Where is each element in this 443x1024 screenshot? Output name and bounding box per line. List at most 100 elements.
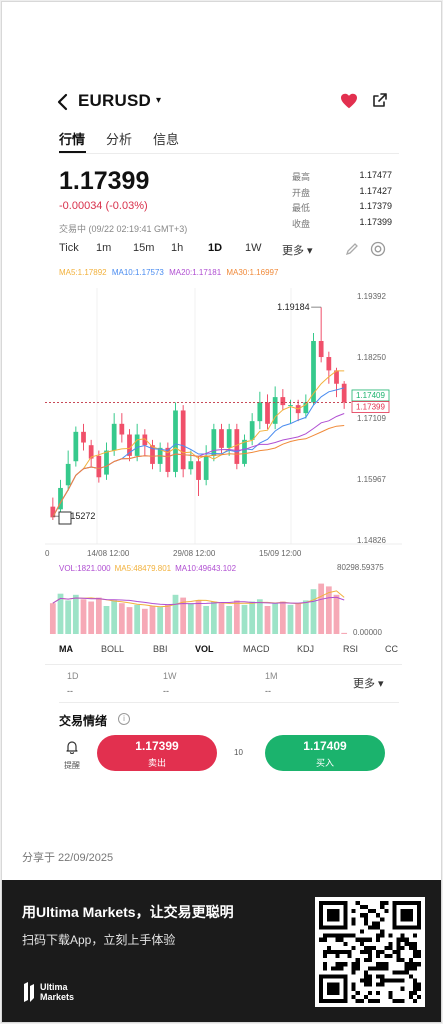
qr-module bbox=[380, 917, 385, 922]
qr-module bbox=[380, 974, 385, 979]
candle-body bbox=[73, 431, 79, 462]
qr-module bbox=[400, 937, 405, 942]
volume-bar bbox=[203, 606, 210, 634]
symbol-name[interactable]: EURUSD bbox=[78, 91, 151, 110]
qr-module bbox=[363, 974, 368, 979]
x-tick-label: 15/09 12:00 bbox=[259, 549, 302, 558]
indicator-bbi[interactable]: BBI bbox=[153, 644, 168, 654]
qr-module bbox=[335, 917, 340, 922]
qr-module bbox=[392, 913, 397, 918]
ma-legend: MA5:1.17892 MA10:1.17573 MA20:1.17181 MA… bbox=[59, 268, 281, 277]
pencil-icon[interactable] bbox=[345, 242, 359, 256]
qr-module bbox=[331, 974, 336, 979]
period-1d[interactable]: 1D bbox=[208, 242, 223, 254]
tab-quote[interactable]: 行情 bbox=[59, 132, 86, 147]
period-tick[interactable]: Tick bbox=[59, 242, 79, 254]
qr-module bbox=[323, 949, 328, 955]
heart-icon[interactable] bbox=[340, 93, 358, 109]
tabs-divider bbox=[59, 153, 399, 154]
candle-body bbox=[127, 434, 132, 456]
gear-icon[interactable] bbox=[369, 240, 387, 258]
qr-module bbox=[400, 925, 405, 930]
qr-module bbox=[416, 921, 421, 926]
qr-module bbox=[319, 925, 324, 930]
sell-button[interactable]: 1.17399 卖出 bbox=[97, 735, 217, 771]
period-15m[interactable]: 15m bbox=[133, 242, 155, 254]
candle-body bbox=[50, 506, 56, 518]
back-arrow-icon[interactable] bbox=[56, 90, 72, 114]
qr-module bbox=[404, 937, 409, 942]
qr-module bbox=[323, 933, 328, 938]
qr-module bbox=[331, 966, 336, 971]
volume-bar bbox=[218, 603, 225, 634]
candle-body bbox=[318, 340, 324, 358]
alert-button[interactable]: 提醒 bbox=[60, 739, 84, 771]
qr-module bbox=[388, 954, 393, 959]
indicator-vol[interactable]: VOL bbox=[195, 644, 214, 654]
qr-module bbox=[392, 949, 397, 955]
symbol-dropdown-caret[interactable]: ▾ bbox=[156, 95, 162, 106]
period-1m[interactable]: 1m bbox=[96, 242, 112, 254]
qr-module bbox=[412, 986, 417, 991]
qr-module bbox=[400, 970, 405, 975]
qr-module bbox=[396, 937, 401, 942]
period-more[interactable]: 更多 ▾ bbox=[282, 245, 313, 257]
qr-module bbox=[351, 962, 356, 967]
qr-module bbox=[400, 945, 405, 950]
qr-module bbox=[367, 925, 373, 930]
qr-module bbox=[408, 913, 413, 918]
qr-module bbox=[335, 901, 340, 906]
indicator-macd[interactable]: MACD bbox=[243, 644, 270, 654]
indicator-ma[interactable]: MA bbox=[59, 644, 73, 654]
qr-module bbox=[367, 990, 373, 995]
period-selector: Tick 1m 15m 1h 1D 1W 更多 ▾ bbox=[59, 240, 389, 260]
tab-analysis[interactable]: 分析 bbox=[106, 132, 133, 147]
perf-more[interactable]: 更多 ▾ bbox=[353, 678, 384, 690]
qr-module bbox=[396, 925, 401, 930]
qr-module bbox=[376, 937, 381, 942]
indicator-boll[interactable]: BOLL bbox=[101, 644, 125, 654]
qr-module bbox=[380, 949, 385, 955]
stat-low: 最低 1.17379 bbox=[292, 201, 392, 213]
qr-module bbox=[335, 933, 340, 938]
volume-bar bbox=[111, 600, 118, 634]
qr-module bbox=[327, 909, 332, 914]
volume-bar bbox=[287, 604, 294, 634]
indicator-rsi[interactable]: RSI bbox=[343, 644, 359, 654]
qr-module bbox=[408, 994, 413, 999]
qr-module bbox=[388, 978, 393, 983]
qr-module bbox=[372, 909, 377, 914]
indicator-cc[interactable]: CC bbox=[385, 644, 398, 654]
info-icon[interactable]: i bbox=[118, 713, 130, 725]
period-1w[interactable]: 1W bbox=[245, 242, 262, 254]
share-icon[interactable] bbox=[372, 92, 388, 108]
qr-module bbox=[416, 905, 421, 910]
current-price: 1.17399 bbox=[59, 167, 150, 195]
qr-module bbox=[351, 909, 356, 914]
y-tick-label: 1.18250 bbox=[357, 353, 386, 362]
candle-body bbox=[58, 487, 63, 510]
qr-module bbox=[323, 974, 328, 979]
tab-info[interactable]: 信息 bbox=[153, 132, 180, 147]
qr-module bbox=[396, 941, 401, 946]
qr-module bbox=[327, 917, 332, 922]
qr-module bbox=[319, 978, 324, 983]
qr-module bbox=[351, 921, 356, 926]
candle-body bbox=[272, 397, 278, 424]
buy-button[interactable]: 1.17409 买入 bbox=[265, 735, 385, 771]
volume-bar bbox=[249, 601, 256, 634]
spread-value: 10 bbox=[234, 748, 243, 757]
qr-module bbox=[376, 998, 381, 1003]
qr-module bbox=[331, 917, 336, 922]
buy-price: 1.17409 bbox=[303, 739, 347, 753]
volume-bar bbox=[325, 586, 332, 634]
qr-module bbox=[412, 949, 417, 955]
qr-module bbox=[319, 994, 324, 999]
candle-body bbox=[311, 340, 316, 403]
qr-module bbox=[392, 905, 397, 910]
period-1h[interactable]: 1h bbox=[171, 242, 184, 254]
qr-module bbox=[384, 901, 389, 906]
qr-module bbox=[384, 954, 389, 959]
candlestick-chart[interactable]: 1.19392 1.18250 1.17109 1.15967 1.14826 0 14/0… bbox=[45, 278, 402, 638]
indicator-kdj[interactable]: KDJ bbox=[297, 644, 315, 654]
